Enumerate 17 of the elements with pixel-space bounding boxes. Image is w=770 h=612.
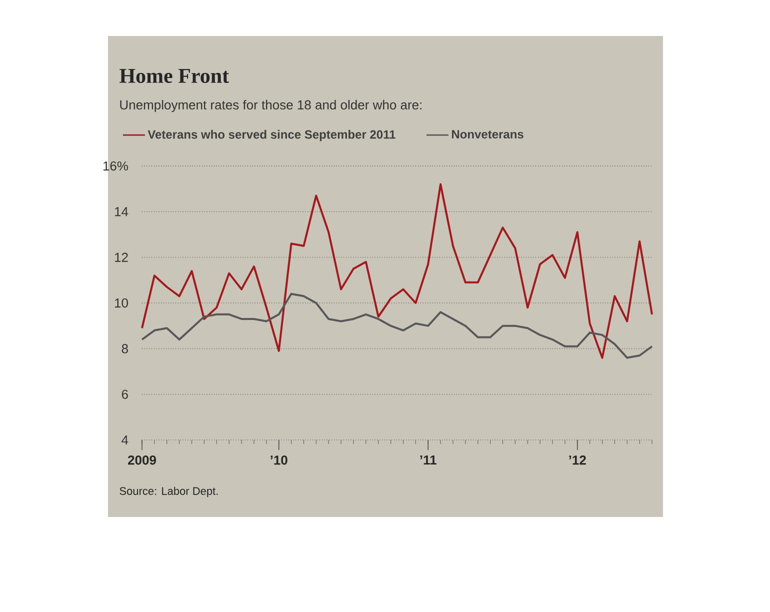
legend-label: Nonveterans <box>452 130 524 139</box>
y-tick-label: 10 <box>115 298 128 308</box>
x-tick-label: ’10 <box>270 456 288 465</box>
source-note: Source: Labor Dept. <box>120 486 218 498</box>
line-series <box>141 183 654 359</box>
y-tick-label: 16% <box>103 161 128 171</box>
x-tick-label: ’12 <box>569 456 586 465</box>
chart-subtitle: Unemployment rates for those 18 and older who are: <box>120 100 422 112</box>
chart-title: Home Front <box>120 69 229 83</box>
y-tick-label: 8 <box>122 344 128 354</box>
legend-label: Veterans who served since September 2011 <box>148 130 396 142</box>
y-tick-label: 12 <box>115 252 128 262</box>
x-tick-label: 2009 <box>128 456 156 465</box>
x-tick-label: ’11 <box>420 456 436 464</box>
y-tick-label: 6 <box>122 390 128 399</box>
y-tick-label: 4 <box>122 436 128 444</box>
y-tick-label: 14 <box>115 207 128 216</box>
